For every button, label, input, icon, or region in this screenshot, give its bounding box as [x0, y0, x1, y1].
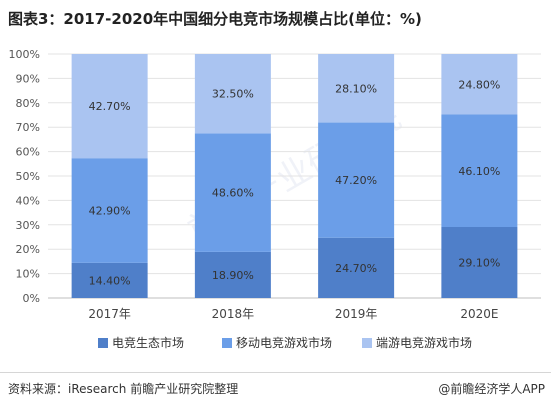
legend-label: 移动电竞游戏市场 — [236, 335, 332, 350]
chart-area: 前瞻产业研究院 0% 10% 20% 30% 40% 50% 60% 70% 80% 90% 100%… — [0, 34, 551, 364]
data-label: 42.70% — [89, 100, 131, 113]
bar-segment — [441, 54, 518, 115]
y-tick-label: 10% — [16, 268, 40, 281]
data-label: 47.20% — [335, 174, 377, 187]
y-tick-label: 30% — [16, 219, 40, 232]
data-label: 29.10% — [458, 256, 500, 269]
y-tick-label: 20% — [16, 243, 40, 256]
x-tick-label: 2019年 — [335, 307, 378, 321]
y-tick-label: 70% — [16, 121, 40, 134]
legend-label: 电竞生态市场 — [112, 335, 184, 350]
x-tick-label: 2017年 — [88, 307, 131, 321]
bar-segment — [194, 251, 271, 298]
page-title: 图表3：2017-2020年中国细分电竞市场规模占比(单位：%) — [8, 10, 422, 28]
legend-swatch — [362, 338, 372, 348]
y-tick-label: 100% — [9, 48, 40, 61]
bar-segment — [441, 114, 518, 227]
y-tick-label: 80% — [16, 97, 40, 110]
footer: 资料来源：iResearch 前瞻产业研究院整理 @前瞻经济学人APP — [0, 372, 551, 405]
bar-segment — [318, 122, 395, 238]
bar-segment — [71, 262, 148, 298]
stacked-bar-chart: 前瞻产业研究院0%10%20%30%40%50%60%70%80%90%100%… — [9, 48, 541, 350]
brand-credit: @前瞻经济学人APP — [438, 382, 545, 396]
data-label: 32.50% — [212, 88, 254, 101]
data-label: 24.80% — [458, 78, 500, 91]
data-label: 28.10% — [335, 82, 377, 95]
data-label: 24.70% — [335, 262, 377, 275]
x-tick-label: 2018年 — [212, 307, 255, 321]
bar-segment — [71, 158, 148, 263]
data-label: 42.90% — [89, 205, 131, 218]
y-tick-label: 40% — [16, 194, 40, 207]
legend-swatch — [222, 338, 232, 348]
legend-label: 端游电竞游戏市场 — [376, 335, 472, 350]
legend-swatch — [98, 338, 108, 348]
data-label: 48.60% — [212, 187, 254, 200]
y-tick-label: 90% — [16, 72, 40, 85]
y-tick-label: 50% — [16, 170, 40, 183]
bar-segment — [441, 226, 518, 298]
bar-segment — [318, 237, 395, 298]
source-note: 资料来源：iResearch 前瞻产业研究院整理 — [8, 382, 239, 396]
y-tick-label: 60% — [16, 146, 40, 159]
bar-segment — [194, 54, 271, 134]
data-label: 18.90% — [212, 269, 254, 282]
bar-segment — [71, 54, 148, 159]
data-label: 14.40% — [89, 274, 131, 287]
x-tick-label: 2020E — [460, 307, 498, 321]
y-tick-label: 0% — [23, 292, 40, 305]
bar-segment — [194, 133, 271, 252]
bar-segment — [318, 54, 395, 123]
data-label: 46.10% — [458, 165, 500, 178]
